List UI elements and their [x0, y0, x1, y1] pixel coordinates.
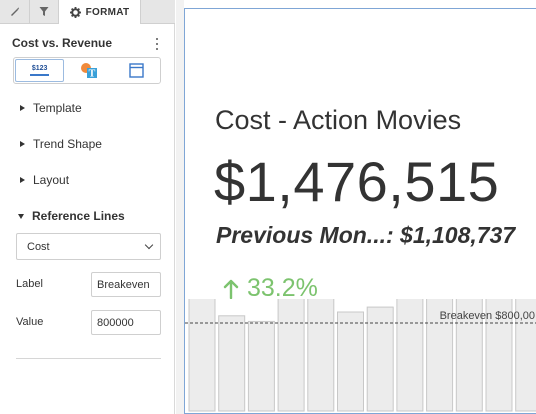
chart-bar	[307, 299, 335, 412]
paintbrush-icon	[11, 7, 19, 16]
reference-line-label: Breakeven $800,00	[440, 310, 535, 322]
chart-bar	[277, 299, 305, 412]
canvas-gutter	[176, 0, 184, 414]
tab-format[interactable]: FORMAT	[59, 0, 141, 24]
card-layout-icon	[129, 63, 144, 78]
tabbar-spacer	[141, 0, 175, 24]
kpi-previous-period: Previous Mon...: $1,108,737	[216, 222, 516, 248]
caret-right-icon	[20, 177, 25, 183]
reference-line-select[interactable]: Cost	[16, 233, 161, 260]
tab-paint[interactable]	[0, 0, 30, 24]
text-style-icon: T	[80, 63, 97, 80]
label-field-caption: Label	[16, 278, 43, 290]
kpi-change: 33.2%	[223, 274, 318, 303]
chart-bar	[188, 299, 216, 412]
section-reference-lines[interactable]: Reference Lines	[18, 209, 125, 223]
panel-tabbar: FORMAT	[0, 0, 175, 24]
tab-filter[interactable]	[30, 0, 59, 24]
more-options-icon[interactable]	[153, 38, 161, 50]
number-format-icon: $123	[29, 65, 50, 76]
chart-bar	[247, 320, 275, 412]
section-template-label: Template	[33, 101, 82, 115]
reference-label-input[interactable]	[91, 272, 161, 297]
format-panel: FORMAT Cost vs. Revenue $123 T	[0, 0, 175, 414]
gear-icon	[69, 6, 81, 18]
card-layout-button[interactable]	[113, 58, 160, 83]
text-style-button[interactable]: T	[65, 58, 112, 83]
reference-value-input[interactable]	[91, 310, 161, 335]
chart-bar	[218, 315, 246, 412]
caret-right-icon	[20, 141, 25, 147]
filter-icon	[39, 7, 49, 16]
caret-down-icon	[18, 213, 24, 219]
sparkline-bar-chart: Breakeven $800,00	[185, 299, 536, 412]
value-field-caption: Value	[16, 316, 44, 328]
chart-bar	[337, 311, 364, 412]
number-format-button[interactable]: $123	[15, 59, 65, 82]
chart-bar	[455, 299, 483, 412]
chart-bar	[515, 299, 536, 412]
format-mode-group: $123 T	[13, 57, 161, 84]
kpi-change-value: 33.2%	[247, 274, 318, 302]
kpi-value: $1,476,515	[214, 150, 500, 213]
section-reference-lines-label: Reference Lines	[32, 209, 125, 223]
chart-bar	[396, 299, 424, 412]
chart-bar	[366, 306, 394, 412]
panel-divider	[16, 358, 161, 359]
tab-format-label: FORMAT	[85, 6, 130, 18]
section-trend-shape[interactable]: Trend Shape	[20, 137, 102, 151]
caret-right-icon	[20, 105, 25, 111]
arrow-up-icon	[223, 279, 239, 299]
section-trend-shape-label: Trend Shape	[33, 137, 102, 151]
reference-line-select-value: Cost	[27, 240, 50, 253]
kpi-card[interactable]: Cost - Action Movies $1,476,515 Previous…	[184, 8, 536, 414]
viz-title: Cost vs. Revenue	[12, 36, 113, 50]
section-layout-label: Layout	[33, 173, 70, 187]
svg-text:T: T	[89, 69, 96, 80]
chevron-down-icon	[144, 240, 154, 250]
section-template[interactable]: Template	[20, 101, 82, 115]
chart-bar	[485, 299, 513, 412]
kpi-title: Cost - Action Movies	[215, 105, 462, 135]
section-layout[interactable]: Layout	[20, 173, 69, 187]
chart-bar	[426, 299, 454, 412]
